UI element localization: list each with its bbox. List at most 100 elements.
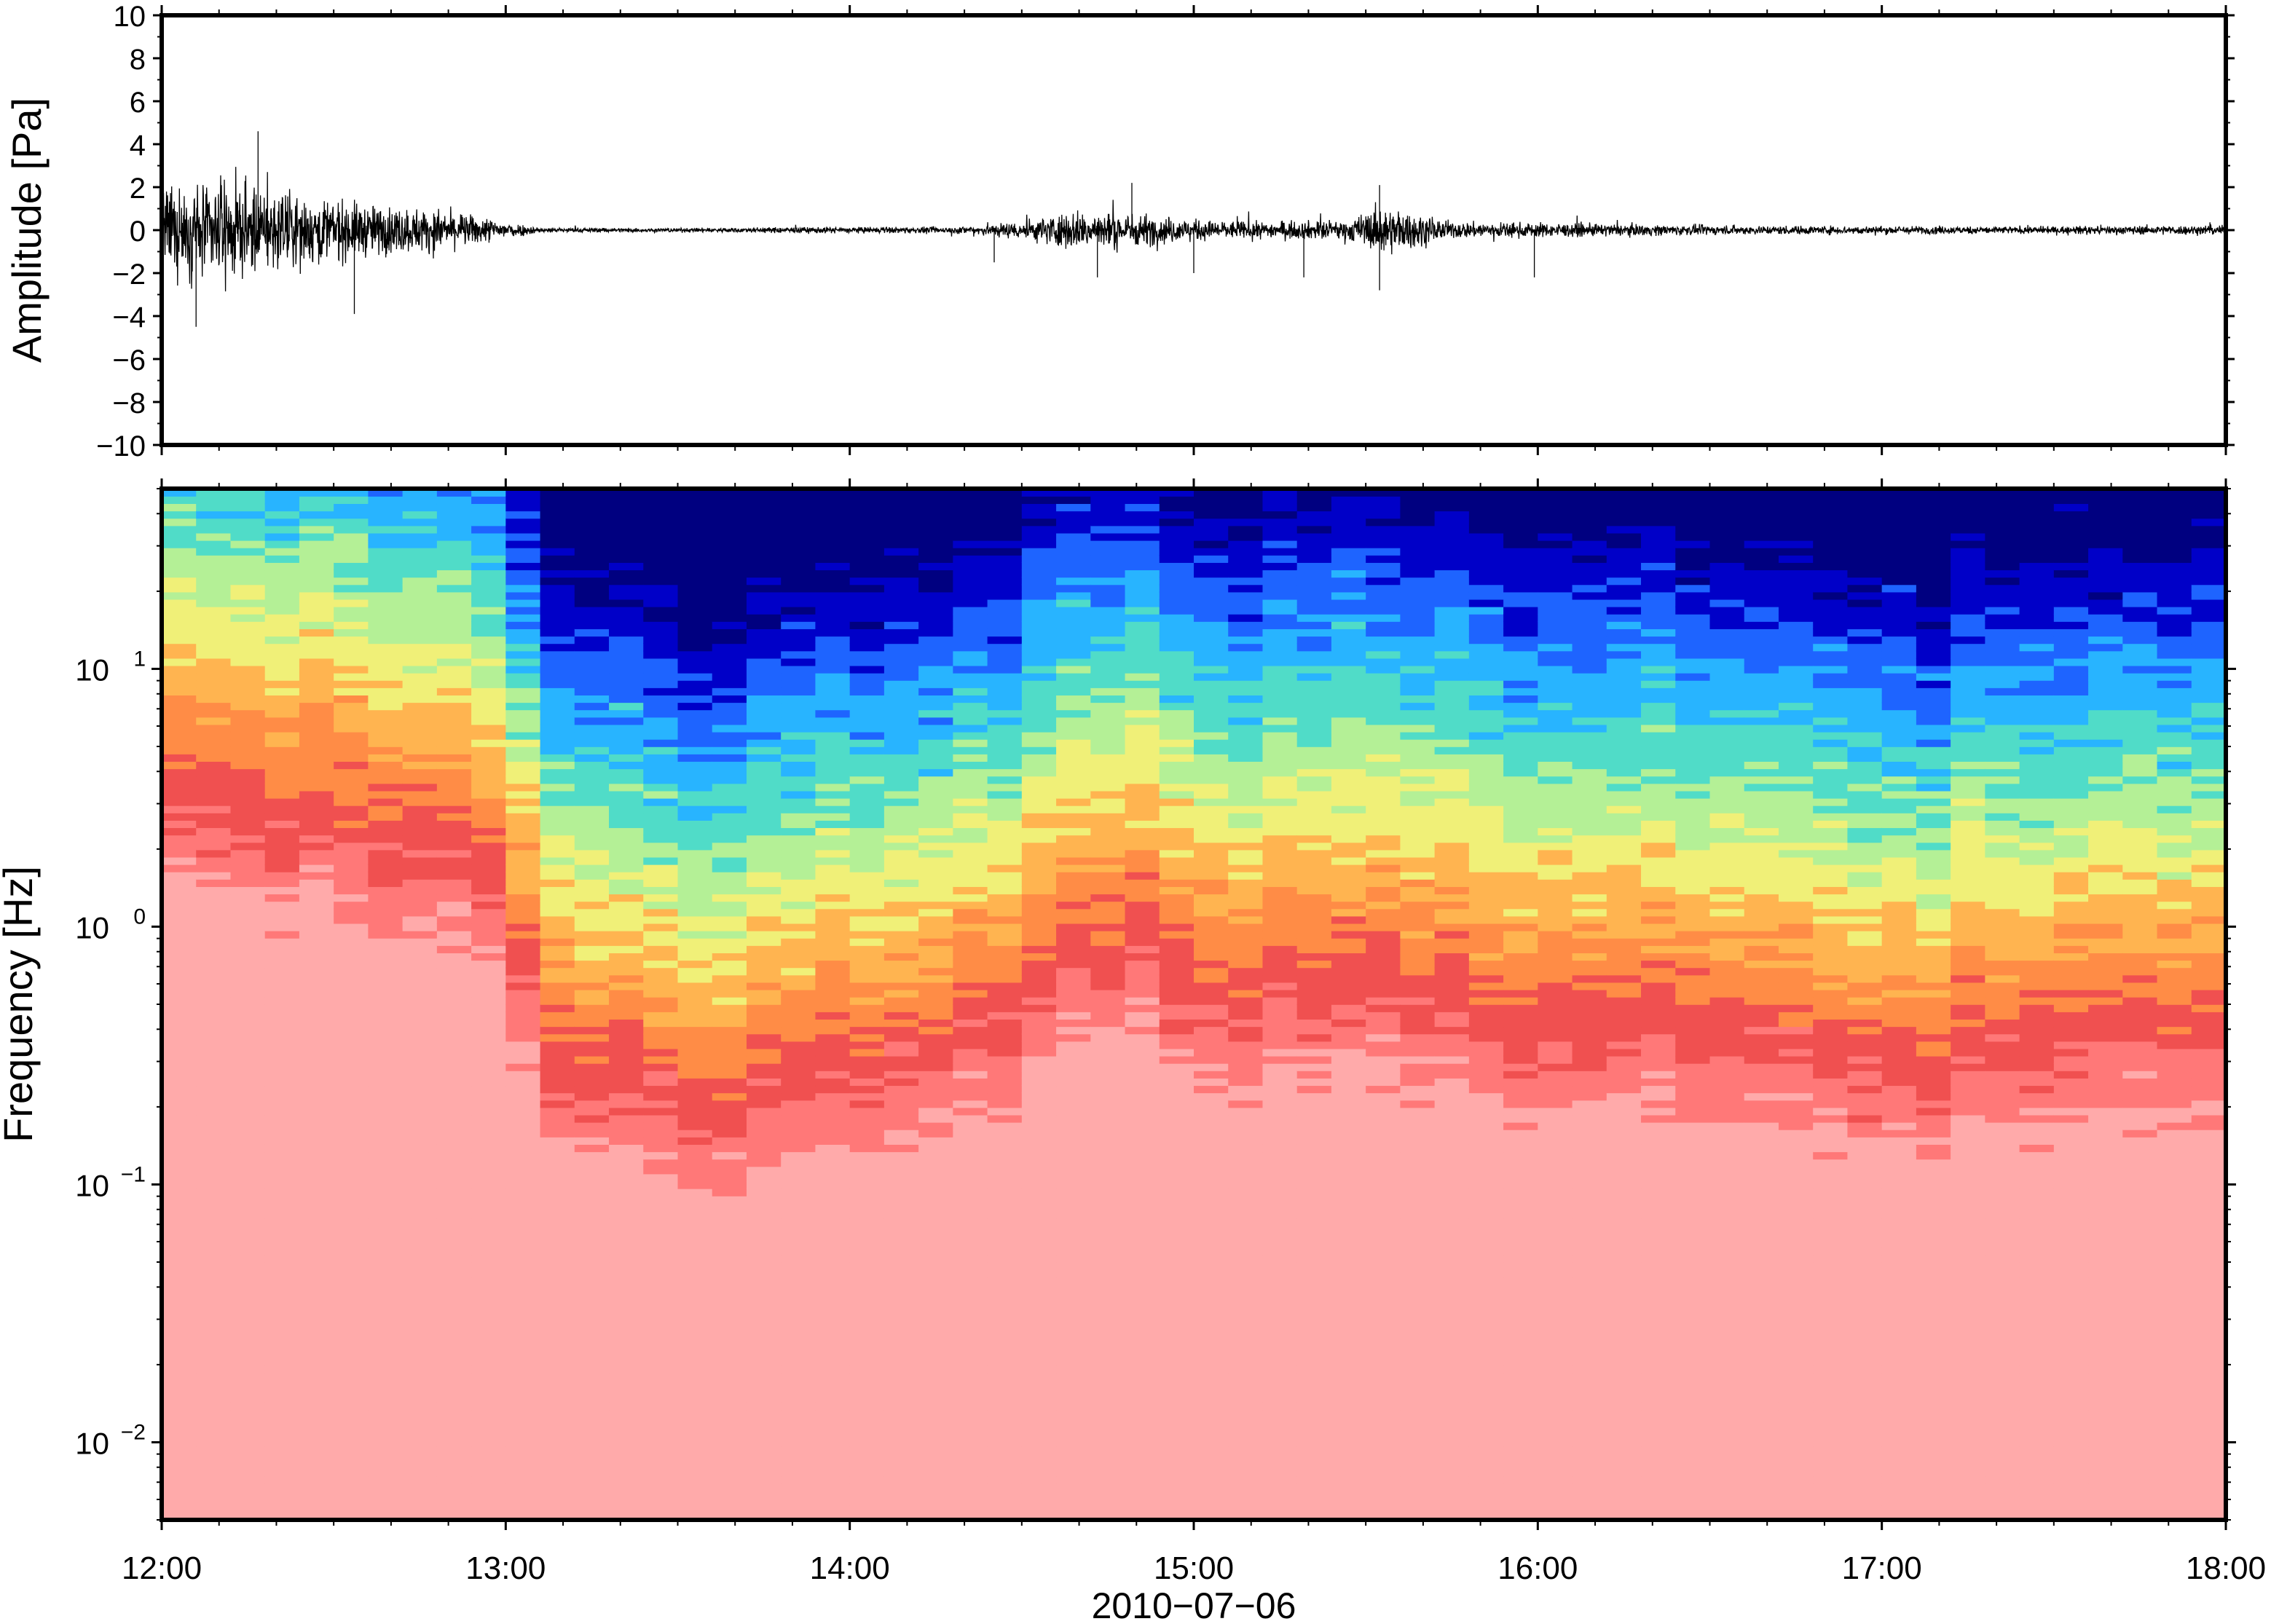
- spectrogram-cell: [1090, 1336, 1126, 1344]
- spectrogram-cell: [918, 665, 954, 674]
- spectrogram-cell: [402, 827, 438, 836]
- spectrogram-cell: [230, 1041, 266, 1049]
- spectrogram-cell: [196, 613, 232, 622]
- spectrogram-cell: [574, 731, 610, 740]
- spectrogram-cell: [643, 1336, 679, 1344]
- spectrogram-cell: [643, 1041, 679, 1049]
- spectrogram-cell: [918, 1438, 954, 1447]
- spectrogram-cell: [883, 901, 919, 910]
- spectrogram-cell: [883, 650, 919, 659]
- spectrogram-cell: [643, 1416, 679, 1425]
- spectrogram-cell: [162, 1041, 197, 1049]
- spectrogram-cell: [609, 856, 645, 865]
- spectrogram-cell: [1021, 945, 1057, 953]
- spectrogram-cell: [1021, 974, 1057, 983]
- spectrogram-cell: [1262, 761, 1298, 770]
- spectrogram-cell: [1296, 1071, 1332, 1079]
- spectrogram-cell: [677, 1004, 713, 1012]
- spectrogram-cell: [540, 953, 575, 961]
- spectrogram-cell: [1021, 996, 1057, 1005]
- spectrogram-cell: [1228, 746, 1264, 754]
- spectrogram-cell: [1296, 879, 1332, 887]
- spectrogram-cell: [1159, 562, 1194, 571]
- spectrogram-cell: [1366, 1107, 1401, 1116]
- spectrogram-cell: [574, 1277, 610, 1285]
- spectrogram-cell: [334, 1004, 369, 1012]
- spectrogram-cell: [264, 989, 300, 998]
- spectrogram-cell: [1262, 1232, 1298, 1241]
- spectrogram-cell: [540, 613, 575, 622]
- spectrogram-cell: [334, 1431, 369, 1440]
- spectrogram-cell: [196, 827, 232, 836]
- spectrogram-cell: [1090, 1379, 1126, 1388]
- spectrogram-cell: [815, 945, 851, 953]
- spectrogram-cell: [849, 1372, 885, 1381]
- spectrogram-cell: [1262, 1033, 1298, 1042]
- spectrogram-cell: [1021, 1446, 1057, 1454]
- spectrogram-cell: [1331, 820, 1366, 829]
- spectrogram-cell: [1262, 1055, 1298, 1064]
- spectrogram-cell: [677, 1328, 713, 1336]
- spectrogram-cell: [471, 650, 507, 659]
- spectrogram-cell: [849, 967, 885, 976]
- spectrogram-cell: [918, 1475, 954, 1484]
- spectrogram-cell: [540, 835, 575, 843]
- spectrogram-cell: [162, 982, 197, 990]
- spectrogram-cell: [643, 1409, 679, 1418]
- spectrogram-cell: [1056, 1306, 1092, 1314]
- spectrogram-cell: [609, 1387, 645, 1395]
- spectrogram-cell: [643, 1048, 679, 1057]
- spectrogram-cell: [1090, 1166, 1126, 1175]
- spectrogram-cell: [746, 1210, 782, 1219]
- spectrogram-cell: [883, 709, 919, 718]
- spectrogram-cell: [436, 1041, 472, 1049]
- spectrogram-cell: [643, 871, 679, 880]
- spectrogram-cell: [781, 1100, 816, 1108]
- spectrogram-cell: [746, 813, 782, 821]
- spectrogram-cell: [264, 982, 300, 990]
- spectrogram-cell: [1262, 1468, 1298, 1477]
- spectrogram-cell: [1194, 731, 1229, 740]
- spectrogram-cell: [471, 1328, 507, 1336]
- spectrogram-cell: [264, 1262, 300, 1270]
- spectrogram-cell: [264, 532, 300, 541]
- spectrogram-cell: [918, 1291, 954, 1300]
- spectrogram-cell: [540, 679, 575, 688]
- spectrogram-cell: [505, 1092, 541, 1101]
- spectrogram-cell: [505, 1269, 541, 1278]
- spectrogram-cell: [230, 1100, 266, 1108]
- spectrogram-cell: [781, 731, 816, 740]
- spectrogram-cell: [1366, 871, 1401, 880]
- spectrogram-cell: [1262, 1026, 1298, 1035]
- spectrogram-cell: [677, 1262, 713, 1270]
- spectrogram-cell: [1194, 813, 1229, 821]
- spectrogram-cell: [849, 842, 885, 851]
- spectrogram-cell: [196, 1446, 232, 1454]
- spectrogram-cell: [540, 1100, 575, 1108]
- spectrogram-cell: [1021, 1247, 1057, 1256]
- spectrogram-cell: [162, 1262, 197, 1270]
- spectrogram-cell: [574, 1262, 610, 1270]
- spectrogram-cell: [264, 606, 300, 615]
- spectrogram-cell: [643, 584, 679, 593]
- spectrogram-cell: [609, 599, 645, 607]
- spectrogram-cell: [1159, 503, 1194, 512]
- spectrogram-cell: [849, 1071, 885, 1079]
- spectrogram-cell: [918, 953, 954, 961]
- spectrogram-cell: [230, 1350, 266, 1359]
- spectrogram-cell: [436, 1254, 472, 1263]
- spectrogram-cell: [1090, 569, 1126, 578]
- spectrogram-cell: [1125, 1239, 1160, 1248]
- spectrogram-cell: [953, 658, 988, 666]
- spectrogram-cell: [540, 1505, 575, 1513]
- spectrogram-cell: [849, 1269, 885, 1278]
- spectrogram-cell: [1228, 503, 1264, 512]
- spectrogram-cell: [1296, 1225, 1332, 1234]
- spectrogram-cell: [1331, 1173, 1366, 1182]
- spectrogram-cell: [1228, 967, 1264, 976]
- spectrogram-cell: [781, 1306, 816, 1314]
- spectrogram-cell: [402, 1210, 438, 1219]
- spectrogram-cell: [643, 496, 679, 505]
- spectrogram-cell: [1090, 1298, 1126, 1307]
- spectrogram-cell: [918, 886, 954, 895]
